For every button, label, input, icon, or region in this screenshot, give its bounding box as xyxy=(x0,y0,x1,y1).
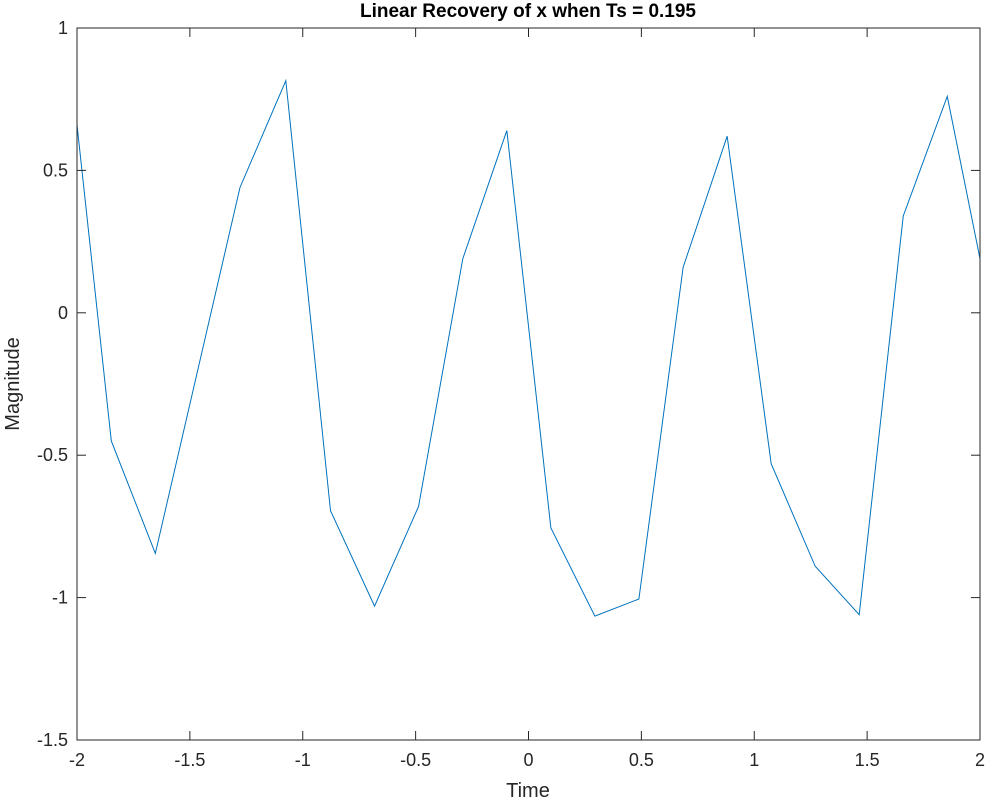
axes-box xyxy=(76,27,981,741)
chart-title: Linear Recovery of x when Ts = 0.195 xyxy=(360,1,696,22)
plot-area xyxy=(76,78,981,617)
y-axis-label: Magnitude xyxy=(2,337,24,430)
x-tick-label: -1 xyxy=(295,750,311,770)
tick-labels: -2 -1.5 -1 -0.5 0 0.5 1 1.5 2-1.5-1-0.500.51 xyxy=(37,18,985,770)
y-tick-label: -0.5 xyxy=(37,445,68,465)
series-line-1 xyxy=(76,78,981,617)
y-tick-label: 1 xyxy=(58,18,68,38)
x-tick-label: 0.5 xyxy=(629,750,654,770)
x-tick-label: 0 xyxy=(523,750,533,770)
x-tick-label: 1.5 xyxy=(855,750,880,770)
x-tick-label: -0.5 xyxy=(400,750,431,770)
y-tick-label: -1.5 xyxy=(37,730,68,750)
x-axis-label: Time xyxy=(506,780,550,800)
x-tick-label: 1 xyxy=(749,750,759,770)
y-tick-label: 0 xyxy=(58,303,68,323)
x-tick-label: -2 xyxy=(69,750,85,770)
x-tick-label: -1.5 xyxy=(174,750,205,770)
y-tick-label: 0.5 xyxy=(43,160,68,180)
x-tick-label: 2 xyxy=(975,750,985,770)
y-tick-label: -1 xyxy=(52,588,68,608)
